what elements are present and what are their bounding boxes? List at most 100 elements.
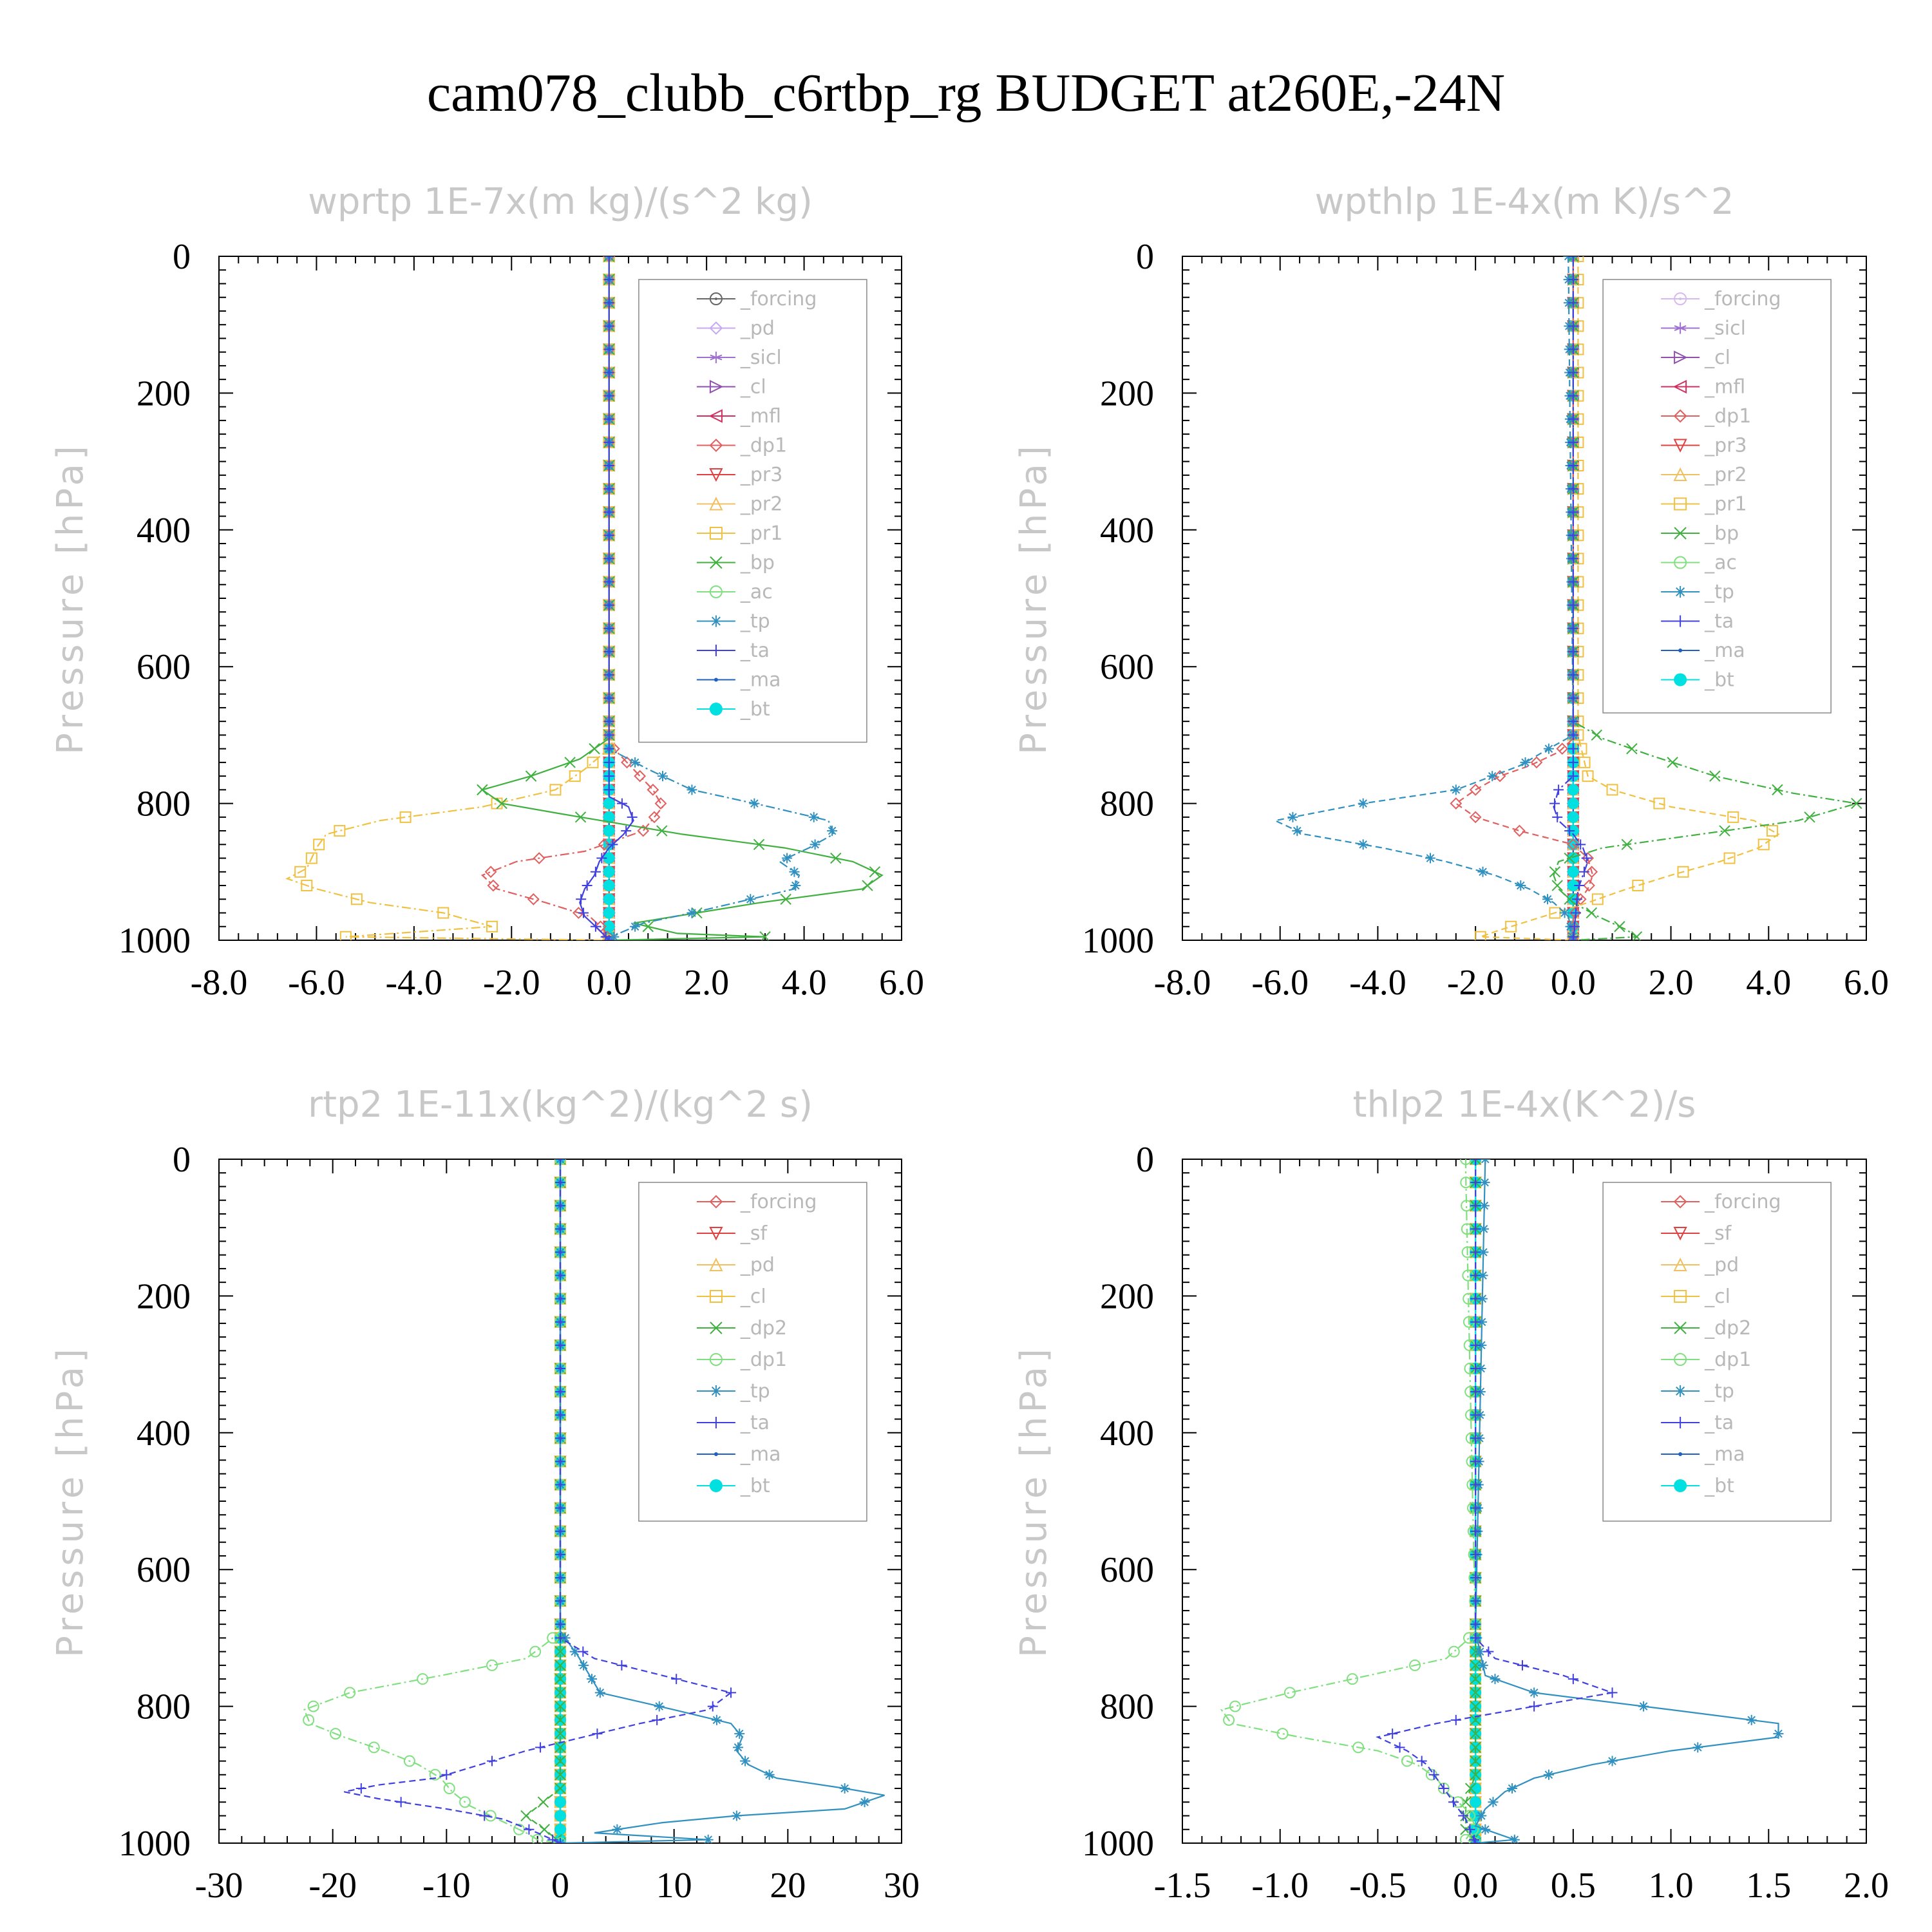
- y-tick-label: 800: [137, 784, 191, 824]
- legend-label: _sicl: [740, 346, 782, 369]
- data-point-marker: [634, 770, 647, 782]
- legend-item: _ac: [1661, 552, 1737, 574]
- data-point-marker: [1559, 907, 1570, 918]
- data-point-marker: [1578, 756, 1591, 768]
- data-point-marker: [1470, 1363, 1481, 1374]
- data-point-marker: [600, 931, 611, 940]
- data-point-marker: [1709, 770, 1721, 782]
- legend-label: _ta: [1704, 611, 1734, 633]
- data-point-marker: [555, 1363, 565, 1374]
- y-tick-label: 1000: [1082, 1824, 1154, 1864]
- data-point-marker: [808, 811, 819, 822]
- data-point-marker: [555, 1159, 565, 1164]
- data-point-marker: [1567, 730, 1578, 741]
- data-point-marker: [1719, 825, 1730, 837]
- legend-item: _bt: [1661, 1475, 1734, 1497]
- data-point-marker: [417, 1673, 429, 1685]
- data-point-marker: [603, 743, 614, 754]
- legend: _forcing _pd _sicl _cl _mfl _dp1 _pr3 _pr2 _pr1 _…: [638, 279, 867, 743]
- data-point-marker: [1567, 600, 1578, 611]
- data-point-marker: [1567, 716, 1578, 727]
- data-point-marker: [307, 1700, 319, 1712]
- data-point-marker: [603, 907, 615, 919]
- data-point-marker: [1474, 931, 1486, 940]
- data-point-marker: [1549, 798, 1560, 809]
- data-point-marker: [368, 1741, 380, 1754]
- series-dp1: [1220, 1159, 1482, 1843]
- data-point-marker: [1450, 797, 1463, 810]
- legend-label: _sf: [1704, 1222, 1732, 1245]
- x-tick-label: 0.5: [1551, 1866, 1596, 1906]
- legend-item: _bp: [696, 552, 775, 574]
- y-axis-title: Pressure [hPa]: [50, 1345, 91, 1658]
- data-point-marker: [479, 1810, 490, 1821]
- data-point-marker: [1450, 1714, 1461, 1725]
- data-point-marker: [1470, 1340, 1481, 1350]
- data-point-marker: [753, 838, 765, 851]
- data-point-marker: [1607, 1756, 1618, 1766]
- legend-marker: [1674, 322, 1687, 334]
- legend-marker: [709, 1479, 723, 1492]
- x-tick-label: -4.0: [386, 963, 443, 1003]
- data-point-marker: [1723, 852, 1736, 864]
- data-point-marker: [1766, 825, 1778, 837]
- data-point-marker: [1773, 1728, 1784, 1739]
- data-point-marker: [740, 1756, 751, 1766]
- legend-item: _sicl: [1661, 317, 1746, 340]
- legend-label: _bt: [740, 1475, 770, 1497]
- data-point-marker: [554, 1783, 566, 1794]
- data-point-marker: [603, 920, 615, 933]
- x-tick-label: -1.5: [1154, 1866, 1211, 1906]
- data-point-marker: [524, 1824, 535, 1835]
- data-point-marker: [1513, 824, 1526, 837]
- data-point-marker: [1746, 1714, 1757, 1725]
- data-point-marker: [1772, 784, 1783, 796]
- legend-marker: [1678, 649, 1683, 652]
- data-point-marker: [596, 853, 607, 864]
- legend-label: _forcing: [1704, 288, 1781, 310]
- data-point-marker: [603, 367, 614, 378]
- data-point-marker: [555, 1387, 565, 1397]
- data-point-marker: [525, 770, 537, 782]
- legend-item: _ta: [696, 639, 770, 662]
- data-point-marker: [1480, 1824, 1491, 1835]
- data-point-marker: [603, 716, 614, 727]
- data-point-marker: [531, 1833, 544, 1843]
- data-point-marker: [1470, 1572, 1481, 1583]
- data-point-marker: [330, 1728, 342, 1740]
- data-point-marker: [687, 784, 697, 795]
- data-point-marker: [603, 811, 615, 823]
- data-point-marker: [616, 1660, 627, 1671]
- data-point-marker: [1567, 838, 1580, 851]
- y-tick-label: 600: [137, 1550, 191, 1590]
- data-point-marker: [637, 824, 650, 837]
- legend-box: [638, 1182, 867, 1522]
- series-line: [480, 256, 664, 940]
- data-point-marker: [555, 1596, 565, 1607]
- data-point-marker: [603, 880, 615, 892]
- data-point-marker: [1470, 1247, 1481, 1258]
- legend-marker: [1674, 615, 1687, 627]
- legend-label: _ac: [740, 581, 773, 603]
- data-point-marker: [1583, 879, 1595, 892]
- data-point-marker: [555, 1633, 565, 1643]
- data-point-marker: [586, 1674, 597, 1685]
- plot-area: [285, 256, 884, 940]
- legend-item: _pr2: [696, 493, 782, 516]
- data-point-marker: [1438, 1783, 1449, 1794]
- data-point-marker: [603, 600, 614, 611]
- legend-label: _bp: [1704, 522, 1739, 545]
- data-point-marker: [790, 880, 801, 891]
- data-point-marker: [1591, 729, 1602, 741]
- data-point-marker: [487, 1756, 497, 1766]
- data-point-marker: [1490, 1674, 1501, 1685]
- legend-marker: [709, 379, 724, 394]
- data-point-marker: [1578, 866, 1589, 877]
- legend-label: _ma: [740, 669, 781, 692]
- legend-item: _dp1: [1661, 405, 1751, 428]
- data-point-marker: [1483, 1646, 1494, 1657]
- data-point-marker: [1567, 811, 1579, 823]
- data-point-marker: [590, 921, 601, 932]
- legend-item: _dp2: [696, 1317, 787, 1340]
